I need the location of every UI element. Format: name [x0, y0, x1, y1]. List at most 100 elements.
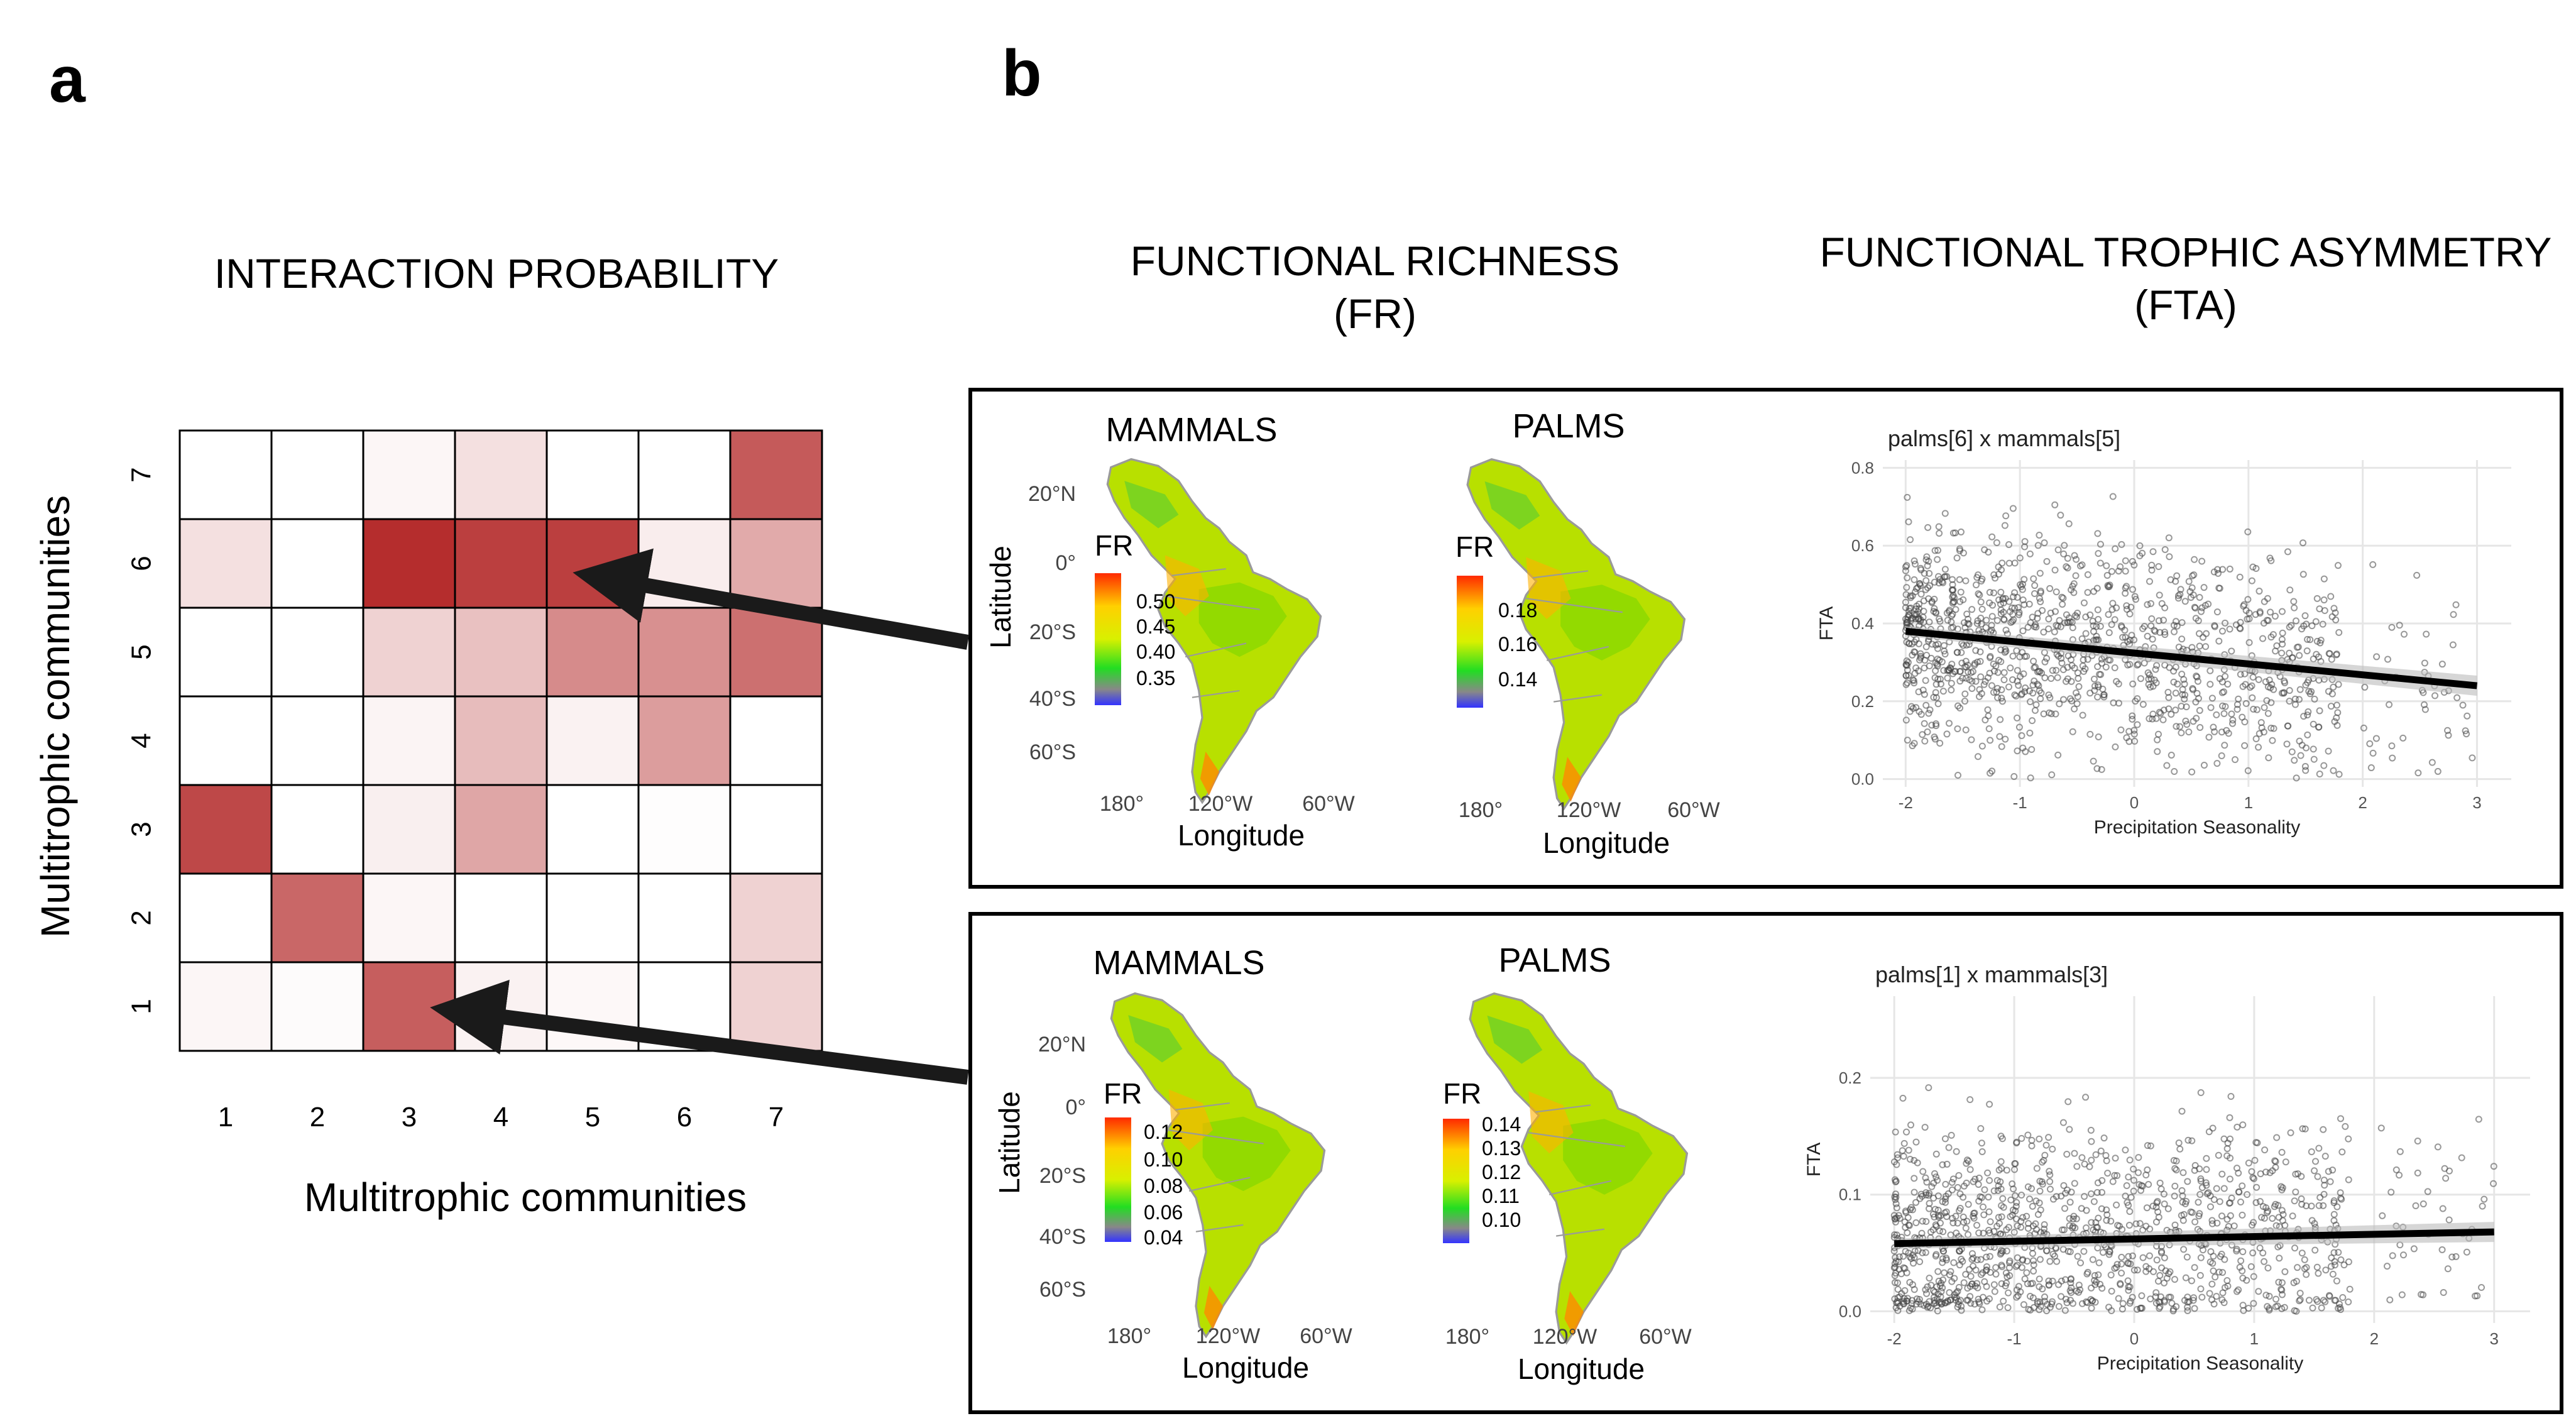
data-point [2029, 1280, 2036, 1287]
data-point [2273, 1134, 2281, 1141]
data-point [1932, 1251, 1940, 1258]
data-point [2127, 1297, 2134, 1305]
data-point [2082, 613, 2090, 621]
data-point [2083, 1298, 2090, 1305]
row-1-mammals-label: MAMMALS [1105, 411, 1277, 449]
data-point [2218, 627, 2226, 635]
data-point [2214, 569, 2222, 577]
data-point [2296, 686, 2304, 693]
data-point [1988, 613, 1996, 620]
arrow-row1-to-cell-6-5 [573, 548, 970, 650]
data-point [2188, 1209, 2196, 1216]
data-point [1983, 1253, 1990, 1261]
data-point [2136, 552, 2144, 559]
data-point [1976, 591, 1983, 599]
data-point [1980, 1229, 1987, 1237]
data-point [1997, 1158, 2005, 1165]
data-point [1951, 1293, 1958, 1301]
data-point [2203, 1155, 2210, 1162]
heatmap-cell [454, 695, 548, 786]
data-point [2039, 1158, 2046, 1166]
data-point [2172, 706, 2179, 714]
data-point [1956, 576, 1963, 583]
data-point [1901, 1287, 1909, 1294]
data-point [2028, 745, 2036, 753]
data-point [2159, 716, 2167, 723]
data-point [2313, 595, 2321, 602]
data-point [2202, 643, 2210, 650]
data-point [1904, 666, 1911, 674]
data-point [2219, 702, 2227, 710]
heatmap-cell [178, 606, 273, 698]
data-point [2152, 715, 2160, 722]
data-point [2329, 1166, 2337, 1174]
data-point [2126, 1156, 2134, 1164]
data-point [2104, 1170, 2112, 1177]
data-point [2071, 1224, 2079, 1232]
data-point [1910, 740, 1918, 747]
data-point [2018, 1192, 2025, 1199]
data-point [2213, 760, 2221, 767]
data-point [1988, 533, 1996, 541]
data-point [2255, 1288, 2262, 1295]
data-point [2018, 732, 2025, 740]
data-point [2004, 1304, 2012, 1312]
data-point [2255, 744, 2262, 751]
data-point [2258, 1214, 2266, 1221]
data-point [2224, 1282, 2232, 1290]
data-point [2227, 1135, 2234, 1143]
data-point [2041, 1221, 2048, 1229]
heatmap-cell [454, 784, 548, 875]
data-point [2320, 762, 2328, 769]
data-point [2275, 1214, 2283, 1221]
data-point [2237, 1198, 2244, 1205]
data-point [2124, 1199, 2131, 1206]
data-point [2445, 1167, 2453, 1175]
data-point [1907, 536, 1914, 544]
heatmap-y-tick: 4 [126, 733, 157, 748]
data-point [2325, 747, 2332, 755]
data-point [2372, 735, 2380, 742]
data-point [2286, 623, 2293, 631]
data-point [2267, 724, 2275, 732]
data-point [2011, 559, 2019, 567]
data-point [2333, 650, 2340, 658]
data-point [2268, 681, 2276, 688]
fr-legend-tick: 0.40 [1136, 640, 1175, 663]
data-point [2252, 611, 2259, 618]
data-point [2045, 615, 2053, 623]
data-point [2009, 604, 2016, 612]
data-point [1986, 1229, 1993, 1237]
data-point [2051, 628, 2058, 635]
data-point [2127, 1194, 2135, 1201]
row-1-frame [968, 388, 2563, 889]
data-point [2149, 715, 2156, 723]
heatmap-x-tick: 6 [677, 1102, 692, 1133]
data-point [2227, 1092, 2235, 1100]
data-point [2103, 562, 2110, 569]
data-point [2262, 1292, 2270, 1299]
data-point [1962, 577, 1970, 585]
data-point [2030, 1261, 2037, 1269]
data-point [1926, 582, 1934, 590]
data-point [2017, 1224, 2025, 1231]
data-point [2135, 1181, 2143, 1188]
data-point [1931, 1170, 1939, 1177]
data-point [2081, 1160, 2088, 1168]
data-point [1937, 1280, 1945, 1287]
data-point [1962, 674, 1970, 682]
data-point [2005, 1289, 2012, 1297]
data-point [2278, 1148, 2286, 1156]
data-point [1916, 1258, 1924, 1265]
data-point [1998, 559, 2006, 567]
heatmap-cell [637, 429, 732, 520]
data-point [1904, 1214, 1912, 1221]
data-point [1932, 1173, 1940, 1181]
data-point [1923, 1290, 1931, 1297]
data-point [2250, 1219, 2257, 1226]
data-point [2019, 596, 2027, 604]
data-point [1961, 690, 1969, 698]
heatmap-y-tick: 3 [126, 821, 157, 837]
data-point [2108, 621, 2115, 628]
